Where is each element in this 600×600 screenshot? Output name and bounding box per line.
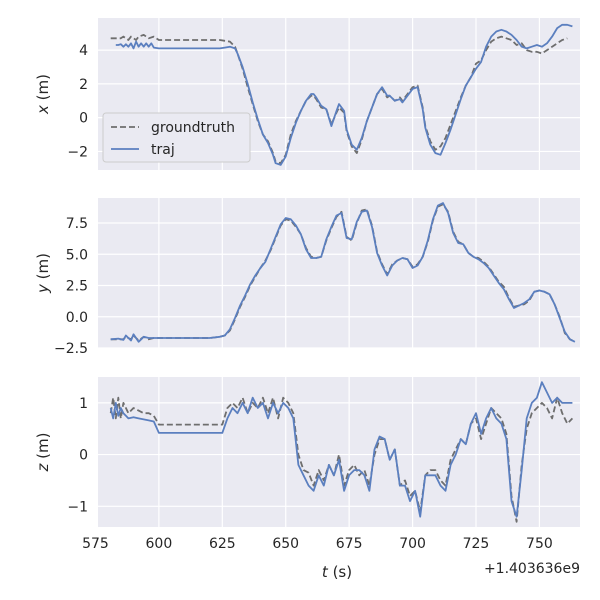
y-tick-label: 2 (79, 77, 88, 93)
y-axis-variable: z (34, 462, 52, 472)
legend: groundtruth traj (102, 112, 251, 163)
subplot-x: −2 0 2 4 x (m) groundtruth traj (34, 18, 580, 170)
y-tick-label: −2 (67, 144, 88, 160)
x-tick-label: 750 (526, 536, 553, 552)
y-tick-label: 5.0 (66, 247, 88, 263)
y-axis-variable: y (34, 283, 52, 294)
subplot-z: −1 0 1 z (m) 575 600 625 650 675 700 725 750 t (s) +1… (34, 377, 580, 581)
y-tick-label: 7.5 (66, 216, 88, 232)
legend-label-groundtruth: groundtruth (151, 120, 235, 136)
subplot-y: −2.5 0.0 2.5 5.0 7.5 y (m) (34, 198, 580, 357)
y-axis-label: x (m) (34, 74, 52, 115)
series-line-traj (110, 202, 576, 343)
x-tick-label: 600 (146, 536, 173, 552)
plot-background (98, 198, 580, 348)
series-line-traj (109, 381, 573, 518)
y-tick-label: 2.5 (66, 279, 88, 295)
x-axis-label: t (s) (322, 563, 352, 581)
y-tick-label: −1 (67, 499, 88, 515)
panels: −2 0 2 4 x (m) groundtruth traj −2.5 0.0 2.5 5.0 7.… (34, 18, 580, 581)
y-tick-label: 0 (79, 111, 88, 127)
y-axis-unit: (m) (34, 253, 52, 284)
y-axis-label: z (m) (34, 433, 52, 473)
x-offset-label: +1.403636e9 (484, 561, 580, 577)
x-axis-unit: (s) (328, 563, 352, 581)
y-tick-label: 0.0 (66, 310, 88, 326)
y-tick-label: 0 (79, 448, 88, 464)
plot-background (98, 377, 580, 527)
x-tick-label: 725 (463, 536, 490, 552)
legend-label-traj: traj (151, 142, 175, 158)
x-axis-variable: t (322, 563, 329, 581)
y-tick-label: 4 (79, 43, 88, 59)
y-axis-variable: x (34, 105, 52, 115)
x-tick-label: 700 (399, 536, 426, 552)
y-axis-unit: (m) (34, 433, 52, 464)
y-axis-label: y (m) (34, 253, 52, 294)
y-tick-label: 1 (79, 396, 88, 412)
y-axis-unit: (m) (34, 74, 52, 105)
series-line-groundtruth (109, 396, 574, 523)
x-tick-label: 625 (209, 536, 236, 552)
x-tick-label: 675 (336, 536, 363, 552)
x-tick-label: 575 (82, 536, 109, 552)
x-tick-label: 650 (272, 536, 299, 552)
series-line-traj (115, 23, 573, 166)
y-tick-label: −2.5 (54, 341, 88, 357)
legend-box (102, 112, 251, 163)
